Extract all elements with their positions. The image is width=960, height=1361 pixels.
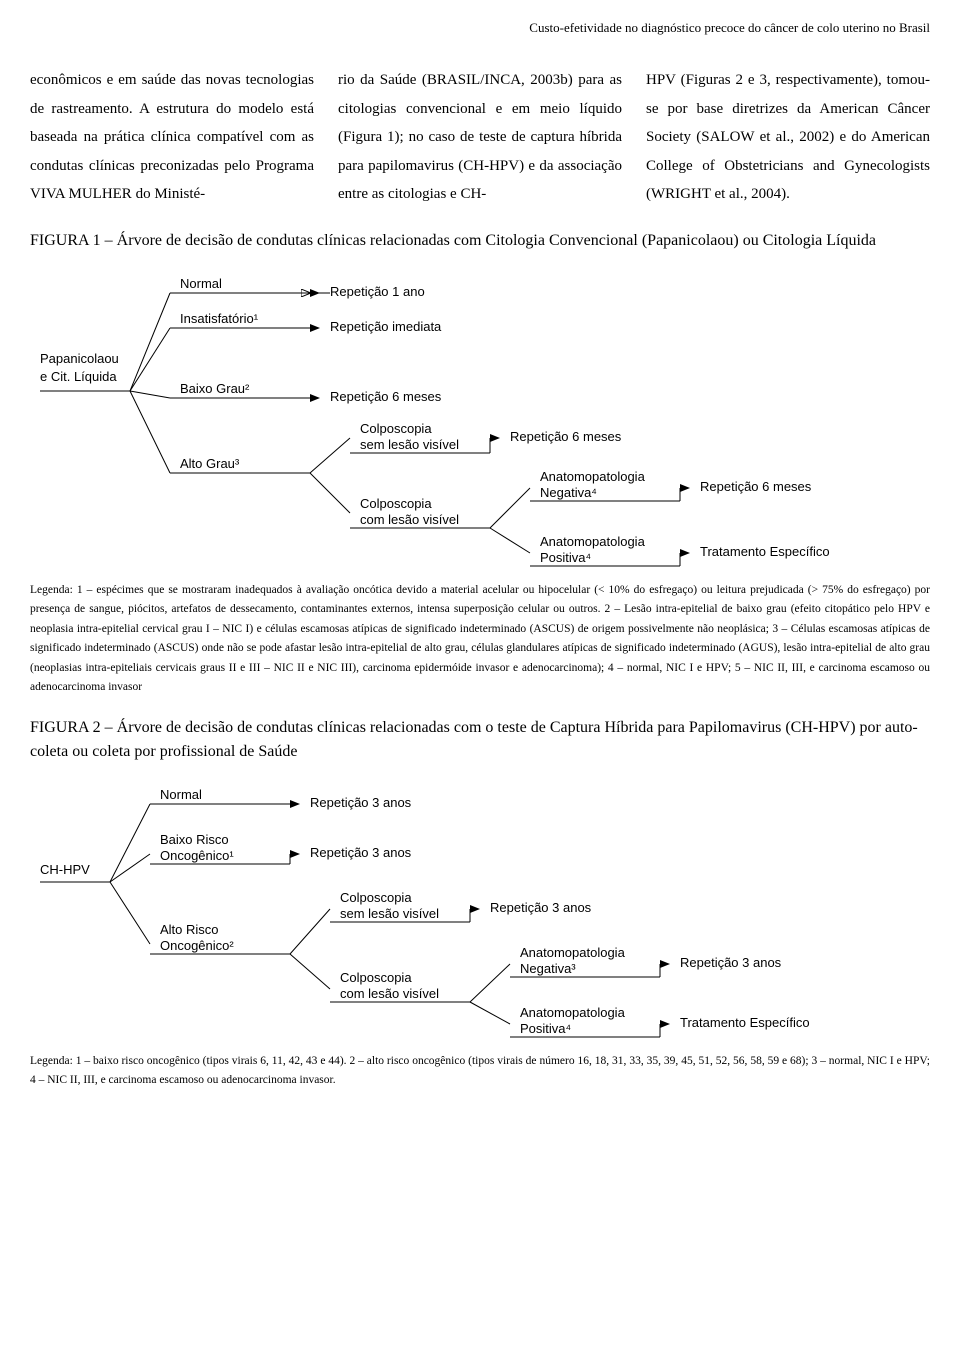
- figure-2-legend: Legenda: 1 – baixo risco oncogênico (tip…: [30, 1052, 930, 1091]
- figure-1-title: FIGURA 1 – Árvore de decisão de condutas…: [30, 229, 930, 253]
- f1-rep6m-b: Repetição 6 meses: [510, 429, 622, 444]
- f1-rep1ano: Repetição 1 ano: [330, 284, 425, 299]
- f1-colp-com-2: com lesão visível: [360, 512, 459, 527]
- f1-repimed: Repetição imediata: [330, 319, 442, 334]
- f2-anat-pos-1: Anatomopatologia: [520, 1005, 626, 1020]
- column-1: econômicos e em saúde das novas tecnolog…: [30, 66, 314, 209]
- f1-insatis: Insatisfatório¹: [180, 311, 259, 326]
- f2-colp-sem-1: Colposcopia: [340, 890, 412, 905]
- f1-anat-neg-1: Anatomopatologia: [540, 469, 646, 484]
- f1-rep6m-c: Repetição 6 meses: [700, 479, 812, 494]
- f1-colp-sem-1: Colposcopia: [360, 421, 432, 436]
- f1-trat: Tratamento Específico: [700, 544, 830, 559]
- f2-root: CH-HPV: [40, 862, 90, 877]
- f1-colp-com-1: Colposcopia: [360, 496, 432, 511]
- f2-baixo-1: Baixo Risco: [160, 832, 229, 847]
- f1-root-1: Papanicolaou: [40, 351, 119, 366]
- column-2: rio da Saúde (BRASIL/INCA, 2003b) para a…: [338, 66, 622, 209]
- body-columns: econômicos e em saúde das novas tecnolog…: [30, 66, 930, 209]
- f2-rep3a-c: Repetição 3 anos: [490, 900, 592, 915]
- figure-2-title: FIGURA 2 – Árvore de decisão de condutas…: [30, 716, 930, 764]
- f1-anat-pos-2: Positiva⁴: [540, 550, 591, 565]
- f2-alto-2: Oncogênico²: [160, 938, 234, 953]
- f2-rep3a-a: Repetição 3 anos: [310, 795, 412, 810]
- f2-colp-com-1: Colposcopia: [340, 970, 412, 985]
- f2-trat: Tratamento Específico: [680, 1015, 810, 1030]
- f2-alto-1: Alto Risco: [160, 922, 219, 937]
- f2-rep3a-b: Repetição 3 anos: [310, 845, 412, 860]
- column-3: HPV (Figuras 2 e 3, respectivamente), to…: [646, 66, 930, 209]
- f1-normal: Normal: [180, 276, 222, 291]
- figure-1-tree: Papanicolaou e Cit. Líquida Normal Insat…: [30, 263, 930, 573]
- f2-rep3a-d: Repetição 3 anos: [680, 955, 782, 970]
- f2-baixo-2: Oncogênico¹: [160, 848, 234, 863]
- f2-colp-com-2: com lesão visível: [340, 986, 439, 1001]
- f1-anat-neg-2: Negativa⁴: [540, 485, 597, 500]
- f1-anat-pos-1: Anatomopatologia: [540, 534, 646, 549]
- f2-normal: Normal: [160, 787, 202, 802]
- f1-baixo: Baixo Grau²: [180, 381, 250, 396]
- f1-root-2: e Cit. Líquida: [40, 369, 117, 384]
- figure-1-legend: Legenda: 1 – espécimes que se mostraram …: [30, 581, 930, 698]
- f1-alto: Alto Grau³: [180, 456, 240, 471]
- f1-colp-sem-2: sem lesão visível: [360, 437, 459, 452]
- figure-2-tree: CH-HPV Normal Repetição 3 anos Baixo Ris…: [30, 774, 930, 1044]
- page-header: Custo-efetividade no diagnóstico precoce…: [30, 20, 930, 36]
- f2-anat-pos-2: Positiva⁴: [520, 1021, 571, 1036]
- f1-rep6m-a: Repetição 6 meses: [330, 389, 442, 404]
- f2-colp-sem-2: sem lesão visível: [340, 906, 439, 921]
- f2-anat-neg-2: Negativa³: [520, 961, 576, 976]
- f2-anat-neg-1: Anatomopatologia: [520, 945, 626, 960]
